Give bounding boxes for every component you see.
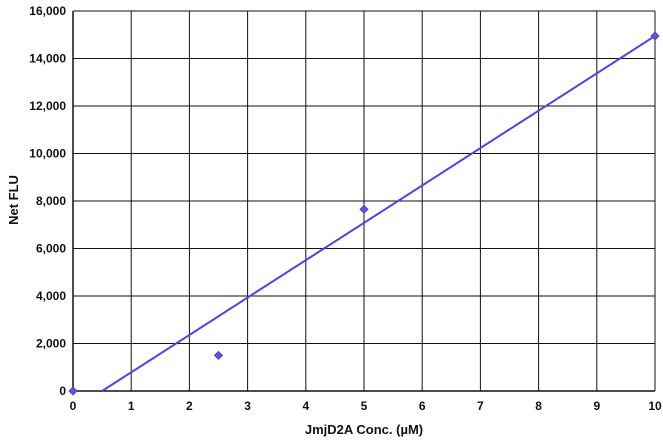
x-tick-label: 3 — [244, 399, 251, 413]
x-tick-label: 10 — [648, 399, 662, 413]
data-point — [213, 350, 224, 360]
x-tick-label: 7 — [477, 399, 484, 413]
data-points — [68, 31, 660, 396]
trendline-layer — [101, 35, 656, 392]
y-tick-label: 4,000 — [36, 289, 66, 303]
y-tick-label: 14,000 — [29, 52, 66, 66]
y-tick-label: 10,000 — [29, 147, 66, 161]
x-tick-label: 0 — [70, 399, 77, 413]
x-tick-label: 8 — [535, 399, 542, 413]
y-tick-label: 12,000 — [29, 99, 66, 113]
data-point — [68, 386, 78, 396]
x-tick-label: 1 — [128, 399, 135, 413]
x-tick-label: 6 — [419, 399, 426, 413]
x-tick-label: 9 — [593, 399, 600, 413]
y-tick-label: 0 — [59, 384, 66, 398]
y-axis-title: Net FLU — [6, 175, 21, 225]
data-point — [650, 31, 660, 41]
grid-lines — [72, 10, 656, 392]
x-tick-label: 2 — [186, 399, 193, 413]
y-tick-label: 2,000 — [36, 337, 66, 351]
x-tick-label: 4 — [302, 399, 309, 413]
trendline — [101, 35, 656, 392]
y-axis-ticks: 0 2,000 4,000 6,000 8,000 10,000 12,000 14,000 1… — [29, 4, 66, 398]
data-point — [359, 204, 369, 214]
y-tick-label: 6,000 — [36, 242, 66, 256]
y-tick-label: 16,000 — [29, 4, 66, 18]
y-tick-label: 8,000 — [36, 194, 66, 208]
x-axis-title: JmjD2A Conc. (µM) — [305, 422, 423, 437]
x-axis-ticks: 0 1 2 3 4 5 6 7 8 9 10 — [70, 399, 662, 413]
x-tick-label: 5 — [361, 399, 368, 413]
